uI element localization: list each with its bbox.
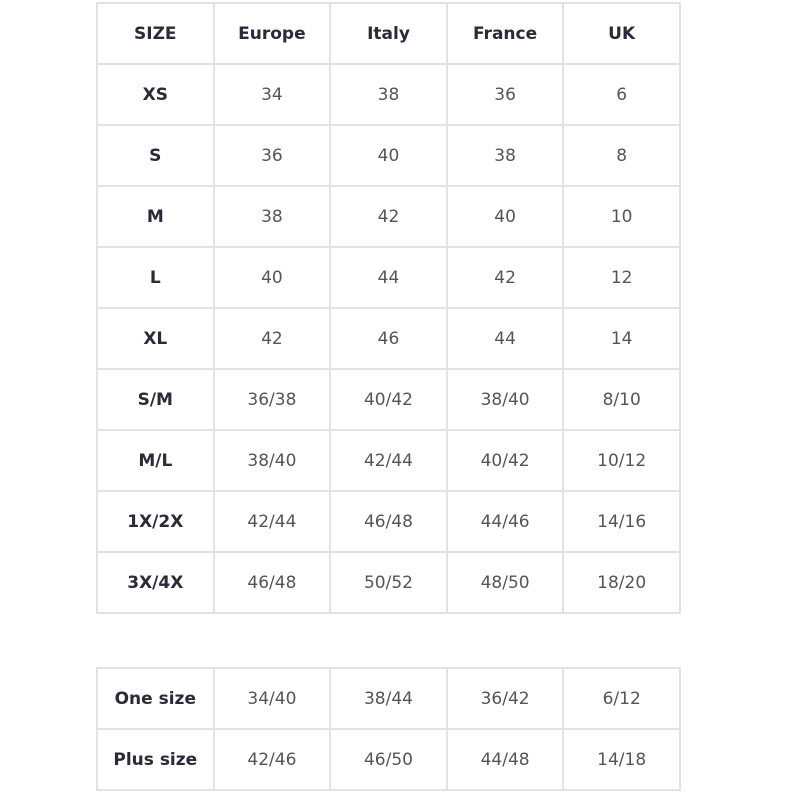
size-value-cell: 46 (329, 307, 448, 370)
size-value-cell: 50/52 (329, 551, 448, 614)
size-value-cell: 42/46 (212, 728, 332, 791)
size-value-cell: 42/44 (212, 490, 332, 553)
size-value-cell: 36 (212, 124, 332, 187)
size-value-cell: 34 (212, 63, 332, 126)
special-sizes-table: One size 34/40 38/44 36/42 6/12 Plus size 42/4… (96, 667, 681, 791)
size-value-cell: 48/50 (445, 551, 565, 614)
column-header: SIZE (96, 2, 215, 65)
table-header-row: SIZE Europe Italy France UK (96, 2, 681, 65)
size-value-cell: 36/42 (445, 667, 565, 730)
size-label-cell: S/M (96, 368, 215, 431)
size-value-cell: 34/40 (212, 667, 332, 730)
size-value-cell: 42 (445, 246, 565, 309)
column-header: Italy (329, 2, 448, 65)
size-label-cell: 3X/4X (96, 551, 215, 614)
table-row: One size 34/40 38/44 36/42 6/12 (96, 667, 681, 730)
size-label-cell: L (96, 246, 215, 309)
size-value-cell: 38/40 (445, 368, 565, 431)
size-label-cell: One size (96, 667, 215, 730)
size-value-cell: 44 (329, 246, 448, 309)
table-row: S/M 36/38 40/42 38/40 8/10 (96, 368, 681, 431)
size-label-cell: M (96, 185, 215, 248)
table-row: Plus size 42/46 46/50 44/48 14/18 (96, 728, 681, 791)
size-value-cell: 8/10 (562, 368, 681, 431)
size-value-cell: 44/48 (445, 728, 565, 791)
size-value-cell: 10/12 (562, 429, 681, 492)
table-row: M/L 38/40 42/44 40/42 10/12 (96, 429, 681, 492)
table-row: M 38 42 40 10 (96, 185, 681, 248)
size-value-cell: 46/48 (212, 551, 332, 614)
size-value-cell: 40/42 (329, 368, 448, 431)
size-value-cell: 38/40 (212, 429, 332, 492)
size-label-cell: Plus size (96, 728, 215, 791)
size-value-cell: 10 (562, 185, 681, 248)
table-row: XL 42 46 44 14 (96, 307, 681, 370)
size-value-cell: 36 (445, 63, 565, 126)
size-value-cell: 44/46 (445, 490, 565, 553)
size-value-cell: 44 (445, 307, 565, 370)
size-value-cell: 36/38 (212, 368, 332, 431)
size-value-cell: 42 (212, 307, 332, 370)
size-value-cell: 46/48 (329, 490, 448, 553)
size-value-cell: 40 (445, 185, 565, 248)
size-value-cell: 40 (329, 124, 448, 187)
size-chart-table: SIZE Europe Italy France UK XS 34 38 36 6 S 36 40 38… (96, 2, 681, 614)
size-value-cell: 42 (329, 185, 448, 248)
size-label-cell: XL (96, 307, 215, 370)
size-value-cell: 38 (212, 185, 332, 248)
table-row: L 40 44 42 12 (96, 246, 681, 309)
size-value-cell: 12 (562, 246, 681, 309)
size-label-cell: S (96, 124, 215, 187)
size-label-cell: M/L (96, 429, 215, 492)
table-row: XS 34 38 36 6 (96, 63, 681, 126)
size-value-cell: 42/44 (329, 429, 448, 492)
size-value-cell: 14 (562, 307, 681, 370)
size-value-cell: 8 (562, 124, 681, 187)
size-value-cell: 14/16 (562, 490, 681, 553)
column-header: UK (562, 2, 681, 65)
size-value-cell: 40/42 (445, 429, 565, 492)
table-row: 1X/2X 42/44 46/48 44/46 14/16 (96, 490, 681, 553)
size-value-cell: 46/50 (329, 728, 448, 791)
table-row: S 36 40 38 8 (96, 124, 681, 187)
size-value-cell: 14/18 (562, 728, 681, 791)
table-row: 3X/4X 46/48 50/52 48/50 18/20 (96, 551, 681, 614)
size-value-cell: 40 (212, 246, 332, 309)
size-label-cell: XS (96, 63, 215, 126)
size-value-cell: 18/20 (562, 551, 681, 614)
size-value-cell: 38/44 (329, 667, 448, 730)
size-label-cell: 1X/2X (96, 490, 215, 553)
column-header: Europe (212, 2, 332, 65)
size-value-cell: 38 (445, 124, 565, 187)
size-value-cell: 38 (329, 63, 448, 126)
size-value-cell: 6/12 (562, 667, 681, 730)
size-value-cell: 6 (562, 63, 681, 126)
column-header: France (445, 2, 565, 65)
